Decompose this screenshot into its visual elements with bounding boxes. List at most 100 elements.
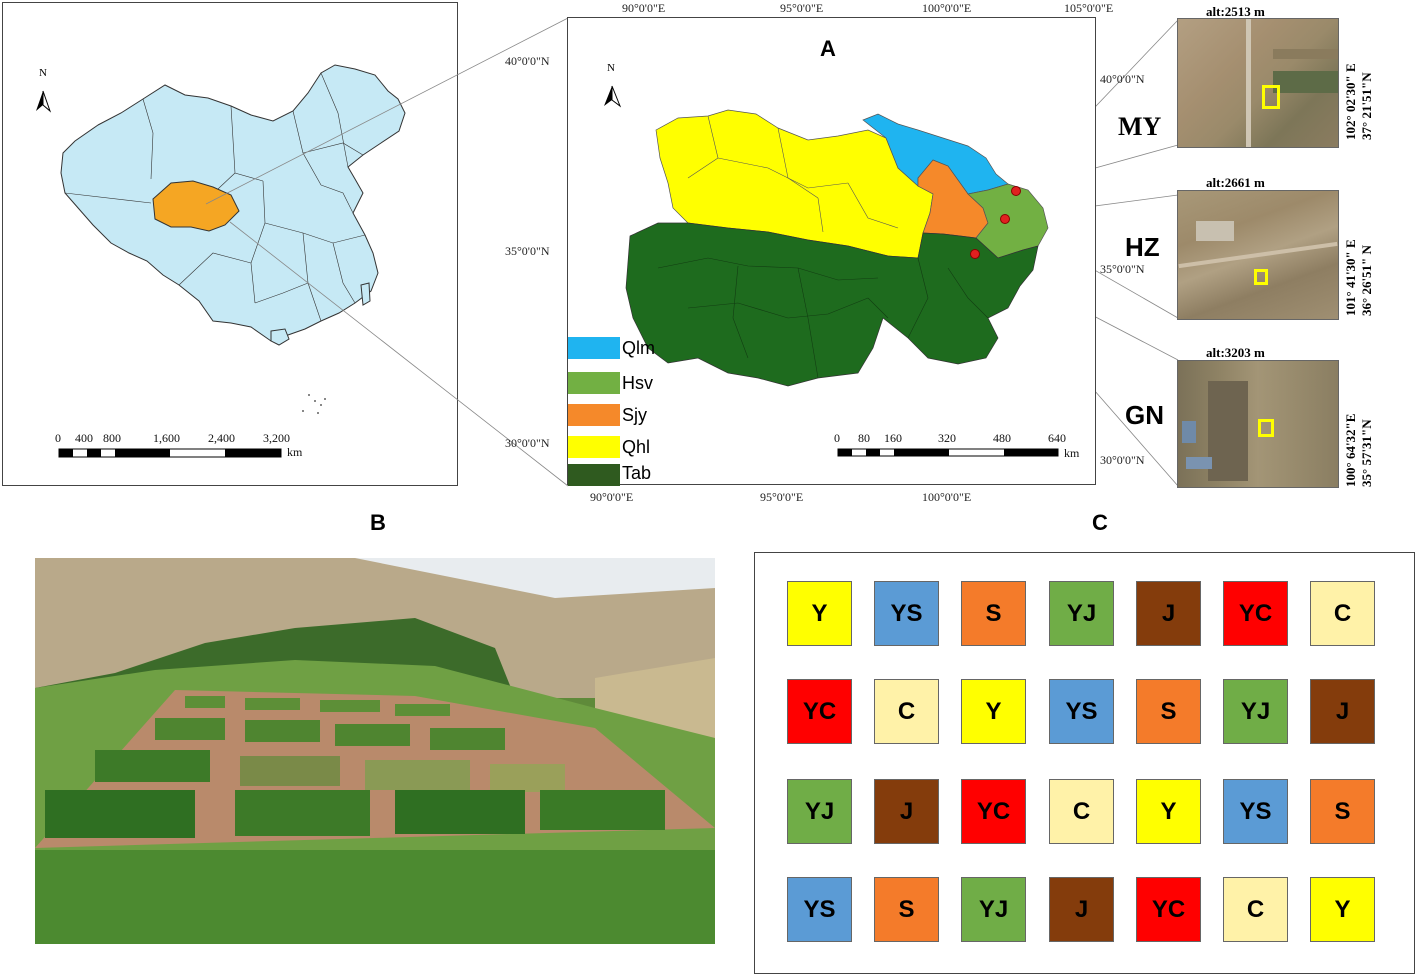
plot-tile: C — [1310, 581, 1375, 646]
road — [1246, 19, 1251, 147]
panel-label-a: A — [820, 36, 836, 61]
site-code-my: MY — [1118, 112, 1162, 141]
plot-tile: J — [874, 779, 939, 844]
field-photo — [35, 558, 715, 944]
site-coord-lat: 36° 26'51" N — [1359, 245, 1374, 316]
road — [1178, 241, 1338, 269]
qinghai-north-label: N — [607, 62, 615, 74]
lat-label-left: 40°0'0"N — [505, 54, 550, 68]
china-overview-panel: N 0 400 800 1,600 2,400 3,200 km — [2, 2, 458, 486]
field-strip — [1273, 49, 1338, 59]
scale-tick: 1,600 — [153, 431, 180, 445]
china-scale-bar — [58, 448, 282, 458]
lon-label-bottom: 95°0'0"E — [760, 490, 804, 504]
scale-unit: km — [1064, 446, 1080, 460]
site-marker-hz[interactable] — [1000, 214, 1010, 224]
legend-swatch-qhl — [568, 436, 620, 458]
plot-tile: Y — [1136, 779, 1201, 844]
scale-tick: 80 — [858, 431, 870, 445]
legend-swatch-sjy — [568, 404, 620, 426]
village — [1196, 221, 1234, 241]
scale-tick: 160 — [884, 431, 902, 445]
site-coord-lat: 37° 21'51"N — [1359, 72, 1374, 140]
plot-tile: YS — [1049, 679, 1114, 744]
scale-tick: 320 — [938, 431, 956, 445]
plot-tile: S — [874, 877, 939, 942]
plot-tile: S — [1310, 779, 1375, 844]
lon-label-top: 105°0'0"E — [1064, 1, 1114, 15]
plot-tile: C — [1223, 877, 1288, 942]
scattered-islands — [302, 394, 326, 414]
legend-label-qhl: Qhl — [622, 437, 651, 457]
plot-outline — [1258, 419, 1274, 437]
lon-label-top: 100°0'0"E — [922, 1, 972, 15]
lon-label-bottom: 90°0'0"E — [590, 490, 634, 504]
legend-swatch-hsv — [568, 372, 620, 394]
legend-swatch-tab — [568, 464, 620, 486]
scale-tick: 400 — [75, 431, 93, 445]
satellite-image-gn — [1177, 360, 1339, 488]
site-coord-lat: 35° 57'31"N — [1359, 419, 1374, 487]
plot-tile: J — [1310, 679, 1375, 744]
lat-label-right: 35°0'0"N — [1100, 262, 1145, 276]
satellite-image-my — [1177, 18, 1339, 148]
site-coord-lon: 102° 02'30" E — [1343, 63, 1358, 140]
plot-tile: C — [1049, 779, 1114, 844]
site-code-hz: HZ — [1125, 232, 1160, 262]
china-map — [36, 64, 406, 458]
plot-tile: YS — [787, 877, 852, 942]
plot-tile: YS — [1223, 779, 1288, 844]
site-coord-lon: 101° 41'30" E — [1343, 239, 1358, 316]
plot-tile: S — [961, 581, 1026, 646]
site-coord-lon: 100° 64'32"E — [1343, 413, 1358, 487]
hainan-island — [270, 328, 290, 346]
plot-tile: Y — [1310, 877, 1375, 942]
scale-tick: 640 — [1048, 431, 1066, 445]
scale-tick: 800 — [103, 431, 121, 445]
plot-tile: YC — [787, 679, 852, 744]
plot-tile: C — [874, 679, 939, 744]
lat-label-left: 30°0'0"N — [505, 436, 550, 450]
legend-swatch-qlm — [568, 337, 620, 359]
plot-tile: YJ — [1223, 679, 1288, 744]
china-north-label: N — [39, 67, 47, 79]
site-altitude: alt:2661 m — [1206, 175, 1265, 190]
lat-label-right: 30°0'0"N — [1100, 453, 1145, 467]
legend-label-sjy: Sjy — [622, 405, 648, 425]
lat-label-right: 40°0'0"N — [1100, 72, 1145, 86]
plot-tile: YJ — [787, 779, 852, 844]
qinghai-map-panel: N 0 80 160 320 480 640 km — [567, 17, 1096, 485]
site-altitude: alt:3203 m — [1206, 345, 1265, 360]
site-marker-gn[interactable] — [970, 249, 980, 259]
scale-tick: 0 — [55, 431, 61, 445]
lat-label-left: 35°0'0"N — [505, 244, 550, 258]
region-tab — [625, 222, 1039, 387]
taiwan-island — [360, 282, 371, 306]
scale-unit: km — [287, 445, 303, 459]
scale-tick: 2,400 — [208, 431, 235, 445]
legend-label-qlm: Qlm — [622, 338, 655, 358]
site-altitude: alt:2513 m — [1206, 4, 1265, 19]
plot-outline — [1254, 269, 1268, 285]
scale-tick: 3,200 — [263, 431, 290, 445]
plot-tile: Y — [961, 679, 1026, 744]
scale-tick: 480 — [993, 431, 1011, 445]
north-arrow-icon — [36, 90, 52, 113]
legend-label-tab: Tab — [622, 463, 652, 483]
site-code-gn: GN — [1125, 400, 1164, 430]
plot-tile: S — [1136, 679, 1201, 744]
panel-label-c: C — [1092, 510, 1108, 535]
lon-label-top: 90°0'0"E — [622, 1, 666, 15]
site-marker-my[interactable] — [1011, 186, 1021, 196]
plot-tile: YJ — [961, 877, 1026, 942]
panel-label-b: B — [370, 510, 386, 535]
plot-tile: YS — [874, 581, 939, 646]
plot-tile: Y — [787, 581, 852, 646]
buildings — [1186, 457, 1212, 469]
field-strip — [1208, 381, 1248, 481]
buildings — [1182, 421, 1196, 443]
plot-tile: J — [1136, 581, 1201, 646]
north-arrow-icon — [604, 85, 622, 108]
scale-tick: 0 — [834, 431, 840, 445]
qinghai-map — [604, 85, 1059, 457]
